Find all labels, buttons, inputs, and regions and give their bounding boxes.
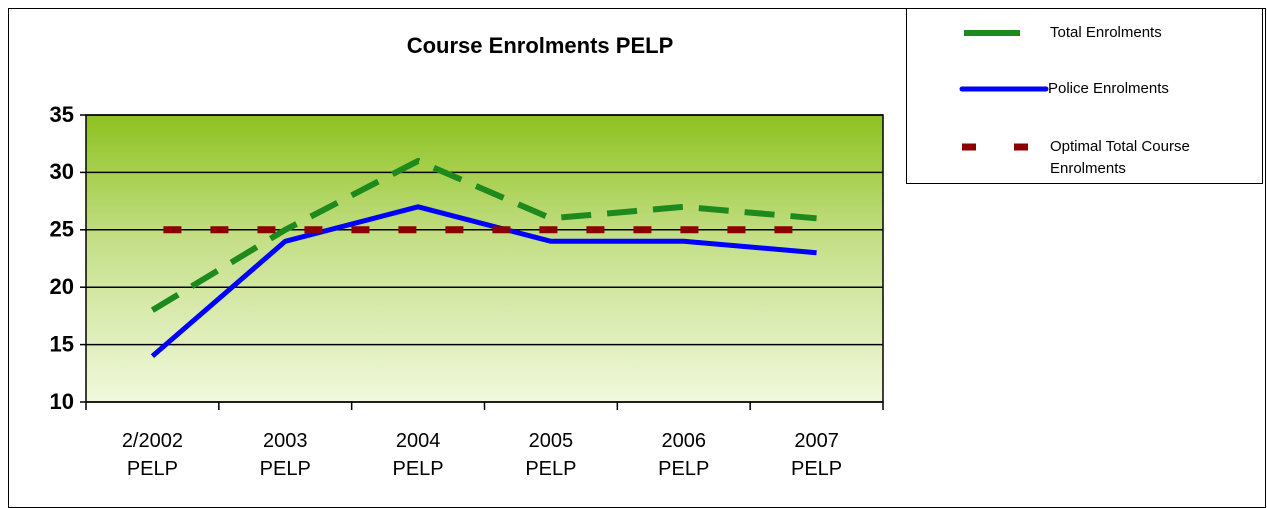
plot-area bbox=[85, 114, 884, 403]
series-line bbox=[150, 204, 817, 358]
x-tick-label: 2/2002 PELP bbox=[121, 430, 183, 480]
legend-label: Total Enrolments bbox=[1050, 24, 1162, 41]
legend-label: Optimal Total Course Enrolments bbox=[1050, 138, 1190, 177]
x-tick-label: 2004 PELP bbox=[392, 430, 444, 480]
legend-box bbox=[906, 8, 1263, 184]
y-tick-label: 20 bbox=[50, 274, 74, 299]
chart-title: Course Enrolments PELP bbox=[407, 33, 674, 58]
y-tick-label: 10 bbox=[50, 389, 74, 414]
x-tick-label: 2006 PELP bbox=[658, 430, 710, 480]
y-tick-label: 15 bbox=[50, 331, 74, 356]
y-tick-label: 30 bbox=[50, 159, 74, 184]
series-line bbox=[150, 157, 817, 313]
x-tick-label: 2003 PELP bbox=[259, 430, 311, 480]
x-tick-label: 2005 PELP bbox=[525, 430, 577, 480]
x-tick-label: 2007 PELP bbox=[791, 430, 843, 480]
y-tick-label: 25 bbox=[50, 217, 74, 242]
legend-label: Police Enrolments bbox=[1048, 80, 1169, 97]
y-tick-label: 35 bbox=[50, 102, 74, 127]
